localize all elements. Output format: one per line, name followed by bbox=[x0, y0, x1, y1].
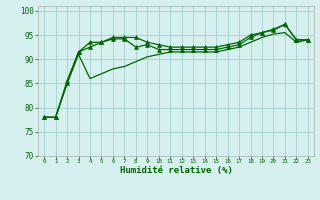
X-axis label: Humidité relative (%): Humidité relative (%) bbox=[120, 166, 232, 175]
